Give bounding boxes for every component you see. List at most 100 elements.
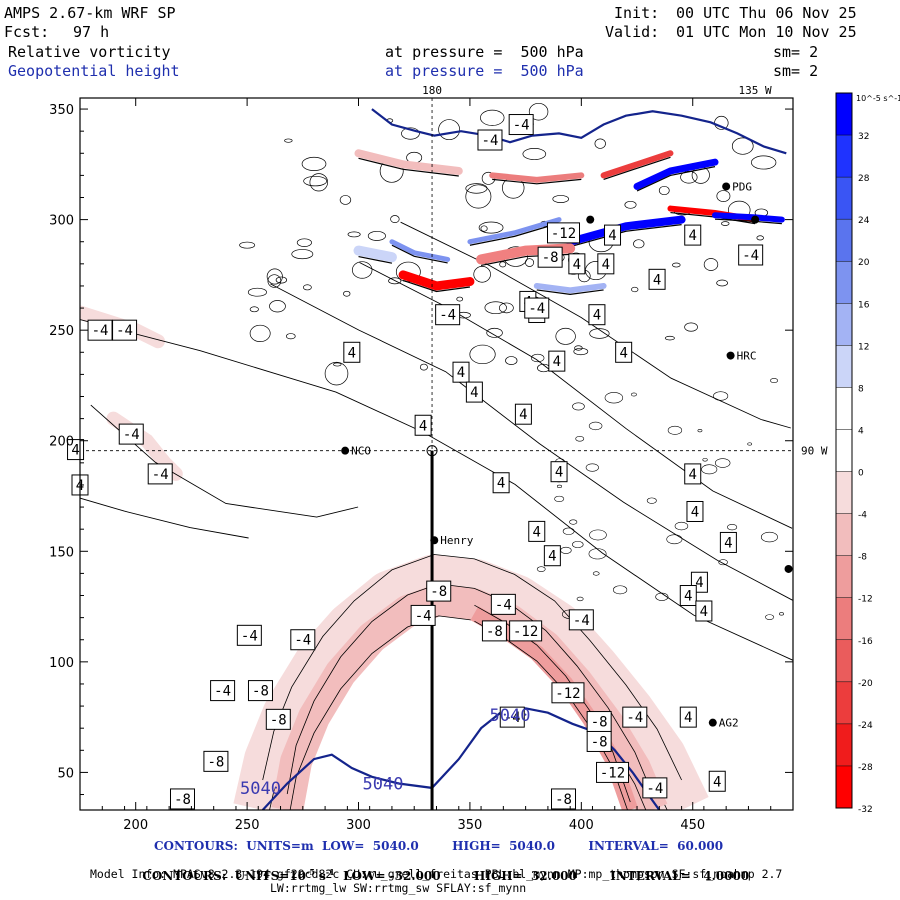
- noise-contour-30: [266, 268, 283, 285]
- vorticity-label-box: [147, 463, 173, 485]
- vorticity-label-text: -4: [152, 467, 169, 483]
- vorticity-label-11: 4: [615, 341, 633, 363]
- vorticity-label-29: 4: [492, 472, 510, 494]
- noise-contour-80: [296, 238, 312, 247]
- colorbar-label-0: 0: [858, 469, 864, 479]
- noise-contour-39: [419, 363, 428, 371]
- field2-smooth: sm= 2: [773, 62, 819, 80]
- noise-contour-26: [528, 102, 549, 121]
- vorticity-label-25: -4: [118, 423, 144, 445]
- noise-contour-e-32: [646, 497, 657, 504]
- vorticity-label-38: 4: [695, 600, 713, 622]
- colorbar-segment-12: [836, 303, 852, 346]
- vorticity-label-text: -4: [528, 301, 545, 317]
- vorticity-label-text: -8: [555, 792, 572, 808]
- vorticity-label-box: [452, 361, 470, 383]
- vorticity-label-text: -8: [591, 734, 608, 750]
- noise-contour-34: [339, 195, 352, 205]
- colorbar-segment-20: [836, 219, 852, 262]
- vorticity-label-51: -8: [169, 788, 195, 810]
- vorticity-label-box: [596, 761, 630, 783]
- noise-contour-16: [499, 261, 507, 268]
- vorticity-label-53: -4: [499, 706, 525, 728]
- forecast-label: Fcst:: [4, 23, 50, 41]
- height-contour-label-2: 5040: [363, 774, 404, 794]
- colorbar-segment--28: [836, 723, 852, 766]
- station-dot-hrc: [726, 351, 735, 360]
- vorticity-label-57: -12: [596, 761, 630, 783]
- y-tick-label-150: 150: [49, 545, 74, 560]
- colorbar-label--8: -8: [858, 553, 867, 563]
- vorticity-label-text: 4: [689, 467, 697, 483]
- colorbar-segment--16: [836, 597, 852, 640]
- strong-vorticity-outline-1: [402, 279, 471, 293]
- strong-vorticity-outline-11: [492, 178, 582, 185]
- vorticity-band-edge-b-2: [286, 583, 653, 795]
- vorticity-label-box: [686, 500, 704, 522]
- noise-contour-89: [703, 258, 719, 271]
- vorticity-label-box: [604, 224, 622, 246]
- noise-contour-11: [522, 148, 547, 160]
- noise-contour-40: [478, 221, 504, 234]
- vorticity-label-39: -8: [426, 580, 452, 602]
- init-label: Init:: [614, 4, 660, 22]
- vorticity-label-23: -4: [477, 129, 503, 151]
- noise-contour-e-27: [701, 464, 718, 475]
- vorticity-label-box: [290, 629, 316, 651]
- vorticity-label-box: [684, 224, 702, 246]
- vorticity-label-text: 4: [653, 272, 661, 288]
- vorticity-label-text: -12: [551, 226, 576, 242]
- vorticity-label-box: [265, 708, 291, 730]
- vorticity-label-text: -12: [555, 686, 580, 702]
- colorbar-border: [835, 92, 853, 809]
- vorticity-label-box: [481, 620, 507, 642]
- vorticity-label-text: 4: [700, 604, 708, 620]
- vorticity-label-text: 4: [497, 476, 505, 492]
- vorticity-label-box: [112, 319, 138, 341]
- meridian-label-0: 180: [422, 84, 442, 97]
- vorticity-label-text: 4: [519, 407, 527, 423]
- vorticity-band-edge-b-1: [262, 554, 682, 781]
- vorticity-label-box: [410, 604, 436, 626]
- noise-contour-58: [267, 274, 282, 288]
- vorticity-label-text: -4: [92, 323, 109, 339]
- vorticity-label-text: -8: [270, 712, 287, 728]
- vorticity-label-box: [679, 706, 697, 728]
- vorticity-label-text: 4: [619, 345, 627, 361]
- vorticity-label-text: -8: [174, 792, 191, 808]
- vorticity-label-box: [477, 129, 503, 151]
- vorticity-label-text: -8: [252, 684, 269, 700]
- vorticity-label-text: 4: [419, 418, 427, 434]
- strong-vorticity-feature-13: [353, 245, 397, 263]
- vorticity-label-text: -4: [513, 118, 530, 134]
- model-info: Model Info: MPASv8.2.3-194-gf29cd82c CU:…: [90, 867, 783, 881]
- strong-vorticity-feature-2: [566, 215, 686, 246]
- vorticity-label-box: [679, 585, 697, 607]
- colorbar-segment-4: [836, 387, 852, 430]
- vorticity-label-58: -4: [642, 777, 668, 799]
- vorticity-label-19: 4: [604, 224, 622, 246]
- vorticity-label-text: -4: [415, 608, 432, 624]
- noise-contour-44: [633, 239, 645, 249]
- vorticity-label-22: 4: [684, 224, 702, 246]
- noise-contour-e-23: [589, 529, 607, 541]
- vorticity-label-box: [588, 304, 606, 326]
- colorbar-label-20: 20: [858, 258, 870, 268]
- colorbar-segment-28: [836, 135, 852, 178]
- vorticity-label-text: -8: [486, 624, 503, 640]
- vorticity-label-60: 4: [708, 770, 726, 792]
- vorticity-label-54: -8: [586, 711, 612, 733]
- colorbar-segment--32: [836, 765, 852, 808]
- valid-time: 01 UTC Mon 10 Nov 25: [676, 23, 857, 41]
- vorticity-label-box: [550, 461, 568, 483]
- vorticity-label-text: -4: [241, 628, 258, 644]
- strong-vorticity-feature-8: [389, 239, 451, 262]
- vorticity-label-text: 4: [691, 504, 699, 520]
- vorticity-label-box: [210, 680, 236, 702]
- noise-contour-57: [716, 279, 728, 287]
- noise-contour-48: [388, 277, 402, 285]
- vorticity-label-14: -4: [524, 297, 550, 319]
- noise-contour-84: [631, 286, 639, 293]
- vorticity-label-text: 4: [71, 443, 79, 459]
- strong-vorticity-feature-3: [633, 158, 719, 190]
